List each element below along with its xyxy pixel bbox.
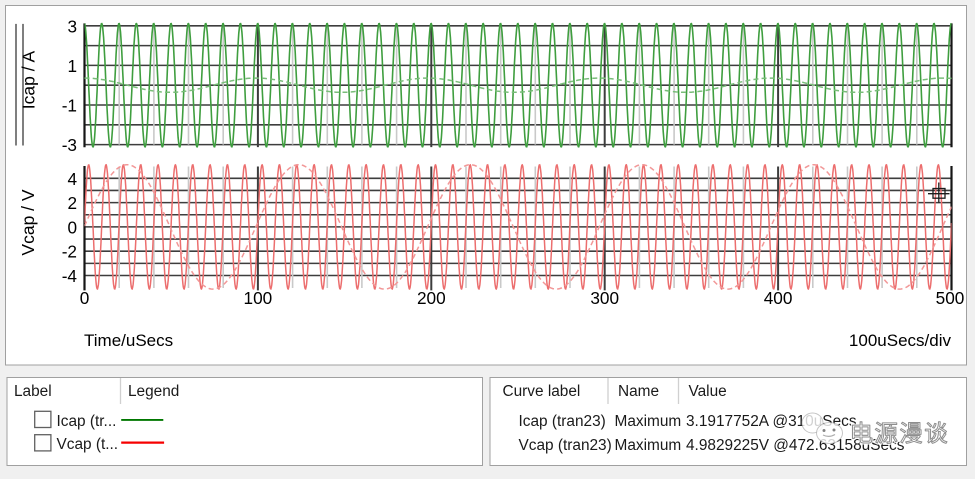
svg-text:100uSecs/div: 100uSecs/div	[849, 331, 952, 350]
svg-text:-1: -1	[62, 96, 77, 116]
svg-text:-2: -2	[62, 242, 77, 262]
svg-text:3: 3	[67, 16, 77, 36]
svg-text:Icap (tran23): Icap (tran23)	[519, 413, 606, 430]
svg-text:2: 2	[67, 193, 77, 213]
svg-text:Legend: Legend	[128, 383, 179, 400]
svg-text:500: 500	[936, 288, 965, 308]
svg-text:200: 200	[417, 288, 446, 308]
svg-text:Maximum: Maximum	[615, 437, 682, 454]
svg-text:0: 0	[67, 217, 77, 237]
svg-text:1: 1	[67, 56, 77, 76]
svg-text:0: 0	[80, 288, 90, 308]
svg-text:100: 100	[244, 288, 273, 308]
svg-text:Vcap (tran23): Vcap (tran23)	[519, 437, 612, 454]
svg-text:Icap / A: Icap / A	[19, 50, 39, 109]
svg-text:4: 4	[67, 169, 77, 189]
svg-text:-3: -3	[62, 135, 77, 155]
svg-text:Value: Value	[689, 383, 727, 400]
svg-text:Time/uSecs: Time/uSecs	[84, 331, 173, 350]
svg-text:Name: Name	[618, 383, 659, 400]
svg-text:Maximum: Maximum	[615, 413, 682, 430]
svg-text:4.9829225V @472.63158uSecs: 4.9829225V @472.63158uSecs	[686, 437, 905, 454]
svg-text:300: 300	[590, 288, 619, 308]
svg-text:Vcap / V: Vcap / V	[18, 189, 38, 255]
svg-text:Label: Label	[14, 383, 52, 400]
svg-text:Vcap (t...: Vcap (t...	[57, 436, 119, 453]
svg-text:Icap (tr...: Icap (tr...	[57, 413, 117, 430]
svg-text:400: 400	[764, 288, 793, 308]
svg-text:Curve label: Curve label	[503, 383, 581, 400]
svg-text:-4: -4	[62, 266, 78, 286]
